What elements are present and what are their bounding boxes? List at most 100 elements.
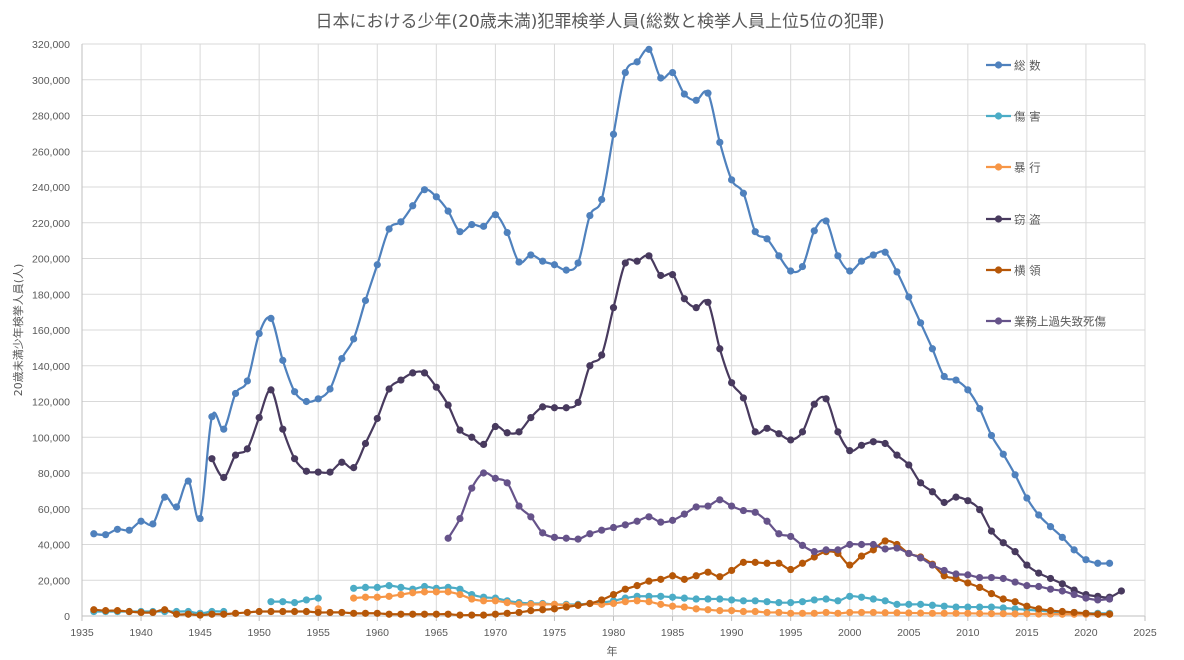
data-point <box>409 202 417 210</box>
data-point <box>893 544 901 552</box>
data-point <box>1105 595 1114 603</box>
data-point <box>633 597 641 605</box>
data-point <box>940 498 948 507</box>
data-point <box>857 257 866 265</box>
data-point <box>1082 594 1090 602</box>
data-point <box>539 403 547 411</box>
data-point <box>645 598 653 606</box>
data-point <box>444 534 452 542</box>
data-point <box>598 526 606 534</box>
x-tick-label: 2005 <box>897 627 921 639</box>
data-point <box>952 493 960 501</box>
data-point <box>1011 605 1019 613</box>
series-line <box>93 47 1110 565</box>
data-point <box>668 516 677 524</box>
data-point <box>550 605 559 613</box>
data-point <box>680 603 688 611</box>
data-point <box>728 502 736 510</box>
data-point <box>763 517 771 525</box>
data-point <box>503 479 511 487</box>
data-point <box>739 597 748 605</box>
data-point <box>810 553 818 561</box>
data-point <box>751 558 759 566</box>
data-point <box>255 329 263 338</box>
data-point <box>184 610 192 618</box>
data-point <box>728 566 736 575</box>
data-point <box>574 535 582 543</box>
data-point <box>609 599 618 608</box>
data-point <box>964 579 972 587</box>
data-point <box>716 595 724 603</box>
legend-label: 傷 害 <box>1014 110 1041 124</box>
data-point <box>255 413 263 422</box>
data-point <box>432 588 440 596</box>
data-point <box>893 600 901 608</box>
data-point <box>1011 578 1019 586</box>
series-0 <box>90 45 1114 567</box>
data-point <box>373 261 381 269</box>
data-point <box>645 513 653 521</box>
data-point <box>1011 548 1019 556</box>
data-point <box>149 608 157 617</box>
chart-title: 日本における少年(20歳未満)犯罪検挙人員(総数と検挙人員上位5位の犯罪) <box>316 12 885 32</box>
data-point <box>527 600 535 608</box>
data-point <box>338 608 346 617</box>
data-point <box>704 298 712 306</box>
data-point <box>692 503 700 511</box>
data-point <box>586 599 594 608</box>
data-point <box>916 319 925 327</box>
data-point <box>763 608 771 617</box>
data-point <box>373 609 381 617</box>
data-point <box>137 608 145 617</box>
data-point <box>503 228 511 237</box>
data-point <box>822 217 830 225</box>
data-point <box>704 606 712 614</box>
legend-marker <box>994 163 1003 171</box>
data-point <box>279 425 287 433</box>
data-point <box>385 225 393 233</box>
data-point <box>987 610 996 618</box>
data-point <box>916 554 925 562</box>
data-point <box>208 610 216 618</box>
data-point <box>869 608 877 617</box>
data-point <box>1046 585 1055 593</box>
data-point <box>621 69 629 77</box>
data-point <box>609 304 618 312</box>
data-point <box>1023 561 1031 569</box>
x-tick-label: 1935 <box>70 627 94 639</box>
data-point <box>751 508 759 516</box>
data-point <box>479 469 488 477</box>
data-point <box>680 510 688 518</box>
data-point <box>916 479 925 487</box>
data-point <box>409 589 417 597</box>
data-point <box>668 270 677 279</box>
data-point <box>1105 559 1114 567</box>
data-point <box>905 609 913 617</box>
data-point <box>491 211 499 219</box>
data-point <box>987 431 996 440</box>
data-point <box>999 604 1007 612</box>
data-point <box>291 455 299 463</box>
y-tick-label: 140,000 <box>32 361 70 373</box>
y-tick-label: 120,000 <box>32 397 70 409</box>
data-point <box>657 600 665 608</box>
data-point <box>113 607 122 615</box>
data-point <box>668 602 677 610</box>
data-point <box>456 611 464 619</box>
data-point <box>657 575 665 583</box>
data-point <box>432 610 440 618</box>
data-point <box>574 259 582 267</box>
data-point <box>385 592 393 600</box>
y-tick-label: 320,000 <box>32 39 70 51</box>
data-point <box>539 529 547 537</box>
data-point <box>857 441 866 449</box>
legend-label: 暴 行 <box>1014 161 1041 175</box>
data-point <box>822 608 830 617</box>
data-point <box>810 400 818 408</box>
data-point <box>928 609 937 617</box>
data-point <box>692 304 700 312</box>
data-point <box>468 595 476 603</box>
data-point <box>1070 590 1078 599</box>
data-point <box>668 69 677 77</box>
